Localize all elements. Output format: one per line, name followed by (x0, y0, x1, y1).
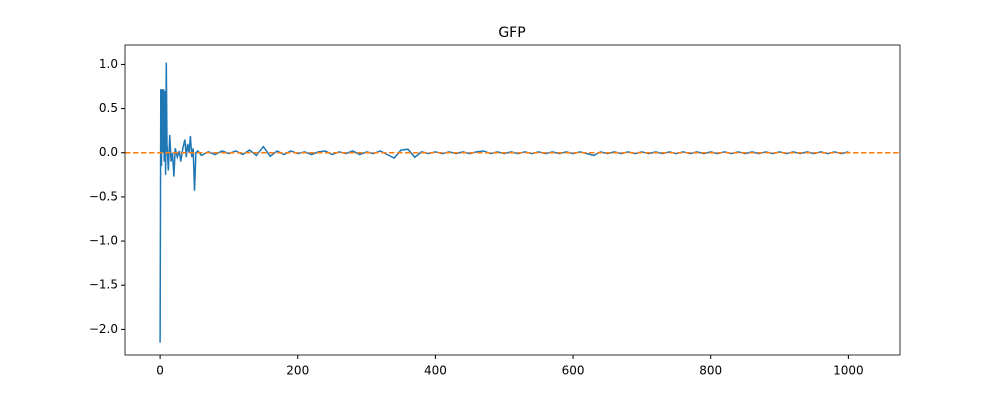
x-tick-label: 800 (699, 364, 722, 378)
x-tick-label: 0 (156, 364, 164, 378)
y-tick-label: −1.5 (89, 278, 118, 292)
y-tick-label: 0.0 (99, 145, 118, 159)
y-tick-label: 1.0 (99, 57, 118, 71)
y-tick-label: −0.5 (89, 189, 118, 203)
x-tick-label: 600 (562, 364, 585, 378)
x-tick-label: 200 (286, 364, 309, 378)
chart-title: GFP (498, 25, 525, 41)
x-tick-label: 1000 (833, 364, 864, 378)
data-line (159, 62, 849, 343)
y-tick-label: 0.5 (99, 101, 118, 115)
y-tick-label: −2.0 (89, 322, 118, 336)
plot-frame (124, 44, 901, 356)
y-tick-label: −1.0 (89, 234, 118, 248)
x-tick-label: 400 (424, 364, 447, 378)
